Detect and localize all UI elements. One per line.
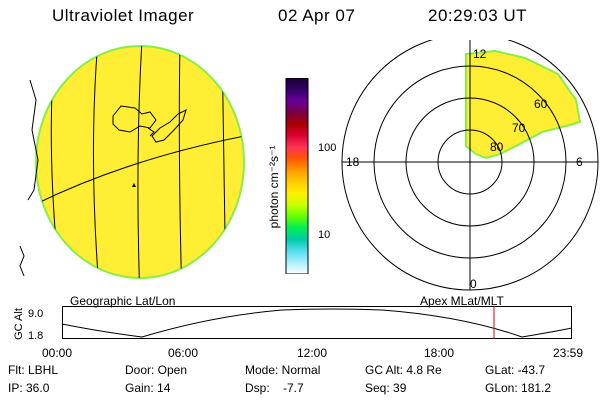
lat-label-60: 60 — [534, 97, 548, 111]
info-ip: IP: 36.0 — [8, 381, 50, 395]
polar-plot: 12 6 0 18 60 70 80 — [341, 40, 599, 291]
xtick-2359: 23:59 — [553, 346, 584, 360]
spacecraft-marker — [132, 183, 136, 187]
info-glon: GLon: 181.2 — [485, 381, 552, 395]
colorbar-tick-100: 100 — [318, 142, 337, 154]
xtick-0600: 06:00 — [168, 346, 199, 360]
mlt-label-6: 6 — [576, 155, 583, 169]
altitude-ytick-bottom: 1.8 — [28, 330, 44, 342]
polar-grid — [341, 40, 599, 291]
limb-coastline — [27, 79, 39, 201]
xtick-1200: 12:00 — [297, 346, 328, 360]
altitude-curve — [62, 308, 573, 338]
xtick-0000: 00:00 — [42, 346, 73, 360]
info-filter: Flt: LBHL — [8, 363, 59, 377]
altitude-ylabel: GC Alt — [13, 308, 25, 340]
lat-label-70: 70 — [512, 121, 526, 135]
geographic-image — [19, 45, 245, 279]
colorbar-unit-label: photon cm⁻²s⁻¹ — [267, 145, 281, 229]
info-seq: Seq: 39 — [365, 381, 407, 395]
color-bar — [285, 78, 309, 274]
colorbar-tick-10: 10 — [318, 229, 331, 241]
info-gain: Gain: 14 — [125, 381, 171, 395]
observation-date: 02 Apr 07 — [278, 6, 356, 25]
polar-panel-label: Apex MLat/MLT — [420, 294, 504, 308]
observation-time: 20:29:03 UT — [428, 6, 528, 25]
info-gc-alt: GC Alt: 4.8 Re — [365, 363, 442, 377]
mlt-label-18: 18 — [346, 155, 360, 169]
instrument-title: Ultraviolet Imager — [52, 6, 195, 25]
coastline — [112, 105, 187, 143]
lat-label-80: 80 — [490, 140, 504, 154]
geo-panel-label: Geographic Lat/Lon — [70, 294, 176, 308]
auroral-disk — [35, 45, 245, 279]
info-mode: Mode: Normal — [245, 363, 321, 377]
mlt-label-0: 0 — [470, 277, 477, 291]
info-glat: GLat: -43.7 — [485, 363, 546, 377]
info-dsp: Dsp: -7.7 — [245, 381, 304, 395]
altitude-ytick-top: 9.0 — [28, 308, 44, 320]
xtick-1800: 18:00 — [424, 346, 455, 360]
limb-coastline-south — [19, 245, 25, 277]
altitude-plot — [62, 306, 573, 339]
mlt-label-12: 12 — [473, 47, 487, 61]
info-door: Door: Open — [125, 363, 188, 377]
polar-aurora-region — [465, 49, 582, 160]
